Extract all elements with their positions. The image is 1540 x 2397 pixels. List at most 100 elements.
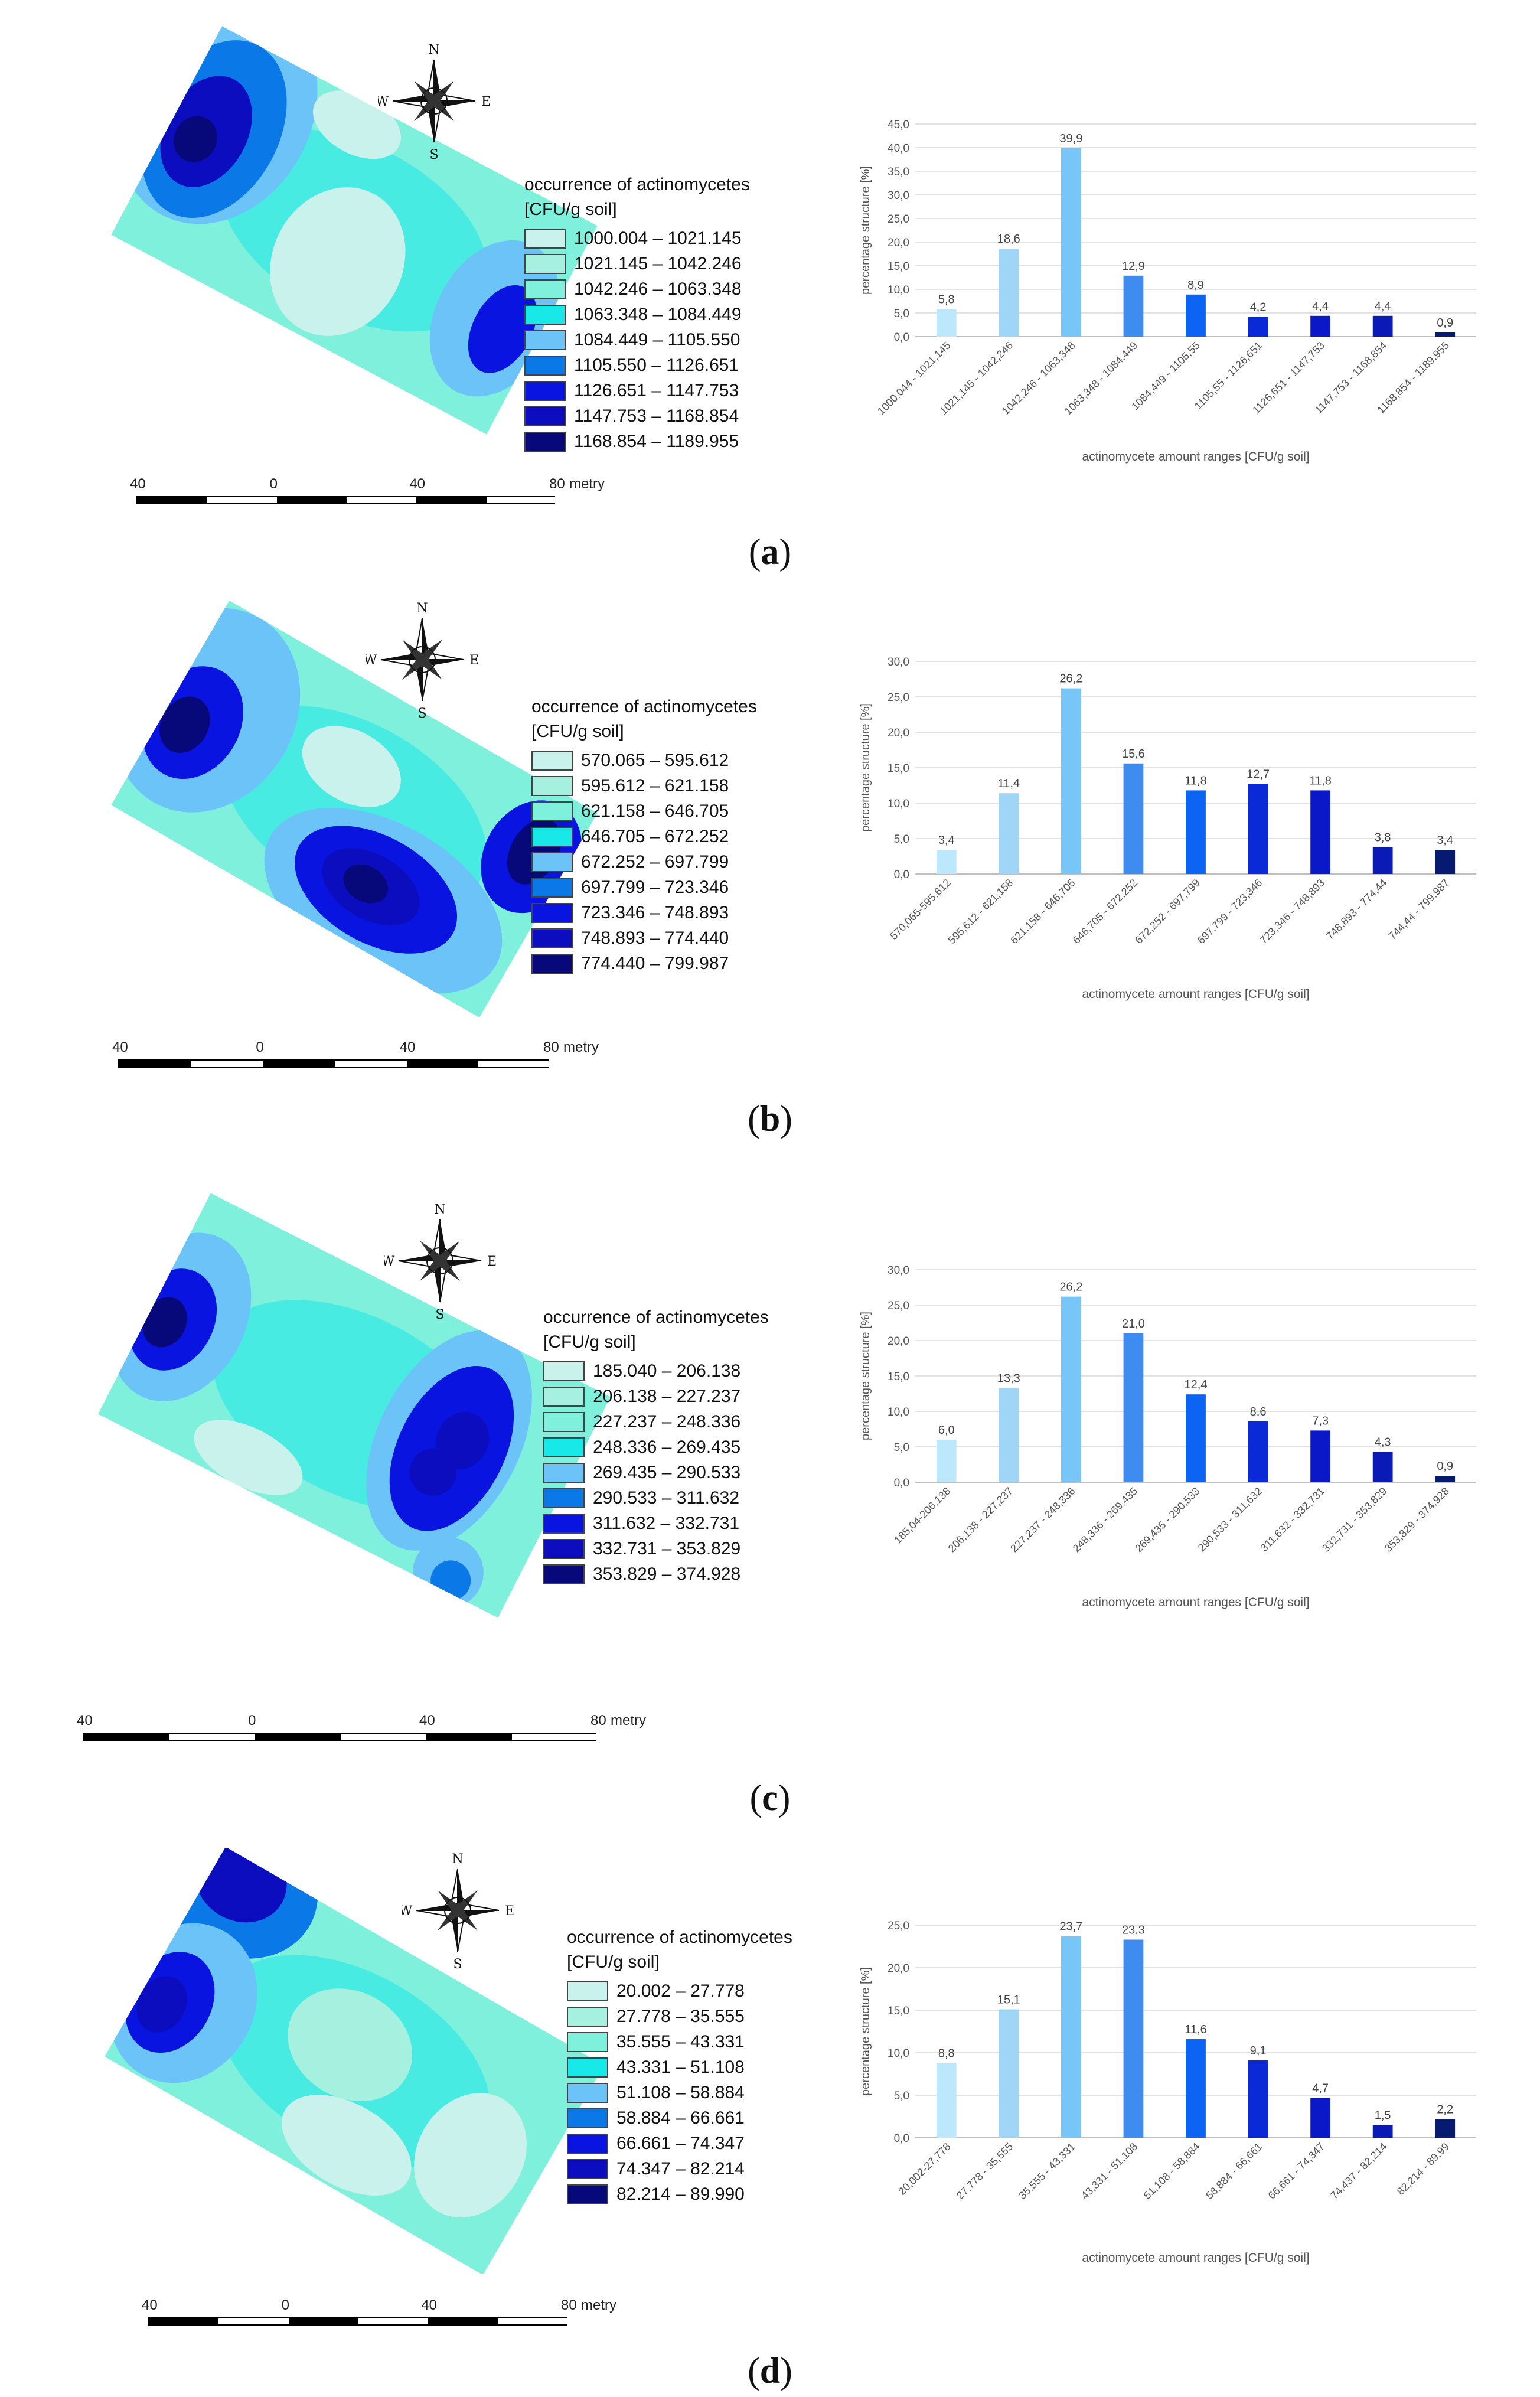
legend-swatch (567, 2184, 608, 2204)
bar (1435, 850, 1456, 874)
panel-caption: (b) (748, 1099, 792, 1139)
legend-item: 66.661 – 74.347 (567, 2131, 945, 2156)
legend-item: 621.158 – 646.705 (531, 798, 909, 824)
legend-swatch (567, 2108, 608, 2128)
bar (936, 2063, 957, 2138)
y-tick-label: 25,0 (888, 692, 909, 704)
x-tick-label: 646,705 - 672,252 (1071, 877, 1140, 946)
data-label: 11,4 (998, 777, 1020, 790)
scale-segment (288, 2318, 358, 2324)
scale-segment (84, 1734, 169, 1740)
scale-segment (276, 497, 347, 503)
bar-chart-svg: 0,0 5,0 10,0 15,0 20,0 25,0 30,0 3,4 570,065-595… (859, 656, 1476, 1001)
data-label: 4,4 (1375, 300, 1391, 313)
legend-label: 74.347 – 82.214 (616, 2158, 745, 2179)
y-tick-label: 10,0 (888, 1406, 909, 1418)
legend-item: 1126.651 – 1147.753 (524, 378, 902, 403)
legend-label: 35.555 – 43.331 (616, 2031, 745, 2052)
scale-segment (512, 1734, 598, 1740)
bar (1061, 1936, 1081, 2138)
bar (1186, 790, 1206, 874)
map (94, 1193, 614, 1618)
scale-tick-label: 40 (421, 2297, 438, 2313)
y-tick-label: 0,0 (894, 2132, 909, 2145)
data-label: 26,2 (1059, 673, 1082, 686)
map-zone (270, 187, 406, 336)
y-tick-label: 15,0 (888, 260, 909, 273)
legend-label: 1021.145 – 1042.246 (574, 253, 742, 273)
data-label: 5,8 (938, 293, 955, 306)
y-axis-label: percentage structure [%] (859, 166, 872, 295)
x-tick-label: 51,108 - 58,884 (1141, 2141, 1202, 2202)
legend-item: 82.214 – 89.990 (567, 2181, 945, 2207)
bar (1248, 317, 1268, 337)
scale-tick-label: 40 (77, 1713, 93, 1729)
data-label: 4,4 (1312, 300, 1329, 313)
legend-swatch (524, 279, 566, 299)
scale-tick-label: 80 (561, 2297, 577, 2313)
data-label: 4,3 (1375, 1436, 1391, 1449)
map-zone (302, 726, 401, 807)
compass-label-w: W (378, 94, 389, 109)
y-tick-label: 25,0 (888, 213, 909, 226)
bar (1372, 315, 1393, 337)
legend-swatch (524, 253, 566, 274)
legend-label: 66.661 – 74.347 (616, 2133, 745, 2153)
legend-swatch (531, 902, 573, 923)
map-zone (194, 1420, 303, 1495)
legend-swatch (531, 877, 573, 898)
legend-label: 723.346 – 748.893 (581, 902, 729, 922)
compass-label-e: E (487, 1254, 496, 1269)
x-tick-label: 206,138 - 227,237 (946, 1485, 1015, 1554)
data-label: 11,6 (1185, 2023, 1206, 2036)
scale-segment (341, 1734, 426, 1740)
legend-swatch (543, 1538, 585, 1559)
legend-swatch (531, 928, 573, 948)
data-label: 39,9 (1059, 132, 1082, 145)
scale-segment (119, 1061, 191, 1067)
data-label: 1,5 (1375, 2109, 1391, 2122)
y-tick-label: 15,0 (888, 2005, 909, 2017)
y-tick-label: 10,0 (888, 284, 909, 296)
scale-tick-label: 0 (248, 1713, 256, 1729)
bar-chart: 0,0 5,0 10,0 15,0 20,0 25,0 30,0 35,0 40,0 45,0 5,… (844, 106, 1494, 472)
data-label: 11,8 (1185, 774, 1206, 787)
legend-rows: 185.040 – 206.138 206.138 – 227.237 227.23… (543, 1358, 921, 1587)
legend-item: 311.632 – 332.731 (543, 1511, 921, 1536)
legend-label: 185.040 – 206.138 (593, 1361, 741, 1381)
scale-tick-label: 0 (269, 476, 278, 492)
map-zone (343, 864, 389, 904)
legend-title: occurrence of actinomycetes (567, 1928, 792, 1947)
scale-bar-graphic (118, 1059, 550, 1068)
bar (1061, 148, 1081, 337)
data-label: 21,0 (1122, 1317, 1145, 1330)
legend-label: 1168.854 – 1189.955 (574, 431, 739, 451)
map-svg (98, 1193, 611, 1618)
legend-swatch (531, 852, 573, 872)
x-tick-label: 1168,854 - 1189,955 (1375, 340, 1451, 416)
map-zone (414, 2093, 527, 2217)
legend-item: 51.108 – 58.884 (567, 2080, 945, 2105)
data-label: 15,1 (997, 1994, 1020, 2007)
legend-unit: [CFU/g soil] (531, 722, 624, 741)
data-label: 3,8 (1375, 831, 1391, 844)
x-axis-label: actinomycete amount ranges [CFU/g soil] (1082, 2251, 1309, 2265)
legend-item: 353.829 – 374.928 (543, 1561, 921, 1587)
compass-rose: N S E W (376, 39, 491, 163)
x-tick-label: 672,252 - 697,799 (1133, 877, 1202, 946)
data-label: 12,7 (1247, 768, 1270, 781)
bar (1061, 688, 1081, 874)
legend-swatch (524, 304, 566, 325)
y-tick-label: 5,0 (894, 308, 909, 320)
legend-label: 51.108 – 58.884 (616, 2082, 745, 2102)
bar (1372, 847, 1393, 874)
legend-swatch (543, 1437, 585, 1457)
data-label: 23,3 (1122, 1923, 1145, 1936)
legend-item: 570.065 – 595.612 (531, 748, 909, 773)
legend-title: occurrence of actinomycetes (531, 697, 757, 716)
scale-tick-label: 80 (590, 1713, 606, 1729)
legend-swatch (531, 750, 573, 771)
legend-item: 697.799 – 723.346 (531, 875, 909, 900)
legend-swatch (543, 1411, 585, 1432)
compass-label-s: S (429, 148, 438, 162)
